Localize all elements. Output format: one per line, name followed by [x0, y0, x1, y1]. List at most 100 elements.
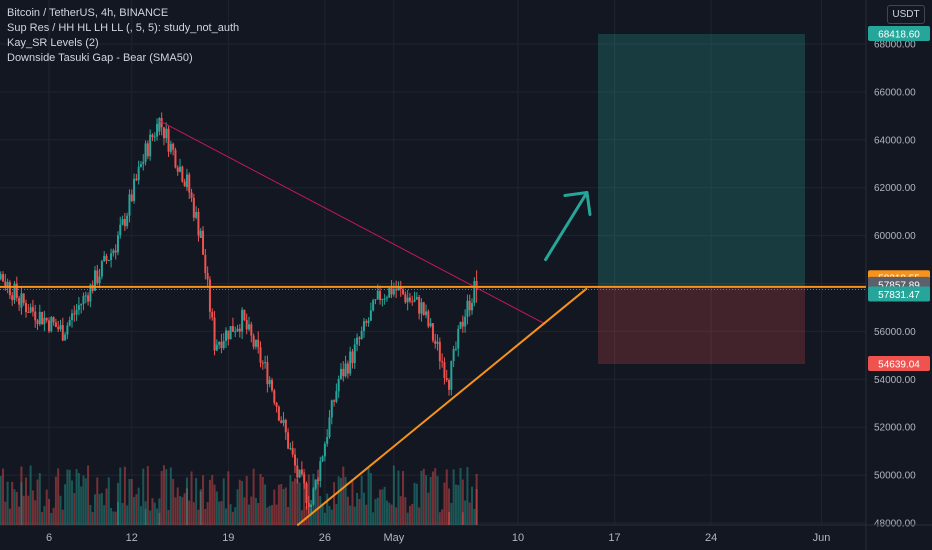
candle-body[interactable] [415, 297, 418, 300]
candle-body[interactable] [427, 311, 430, 327]
candle-body[interactable] [402, 289, 405, 295]
candle-body[interactable] [112, 250, 115, 254]
long-position-stop-zone[interactable] [598, 287, 805, 364]
candle-body[interactable] [45, 317, 48, 321]
candle-body[interactable] [438, 341, 441, 362]
candle-body[interactable] [13, 283, 16, 301]
candle-body[interactable] [192, 197, 195, 218]
candle-body[interactable] [293, 454, 296, 466]
candle-body[interactable] [135, 178, 138, 181]
candle-body[interactable] [245, 320, 248, 330]
candle-body[interactable] [149, 134, 152, 157]
candle-body[interactable] [139, 164, 142, 167]
candle-body[interactable] [167, 128, 170, 152]
candle-body[interactable] [310, 504, 313, 508]
candle-body[interactable] [459, 321, 462, 329]
candle-body[interactable] [275, 402, 278, 407]
candle-body[interactable] [287, 432, 290, 449]
candle-body[interactable] [57, 327, 60, 330]
candle-body[interactable] [121, 219, 124, 225]
candle-body[interactable] [254, 339, 257, 347]
candle-body[interactable] [18, 297, 21, 305]
candle-body[interactable] [225, 330, 228, 341]
candle-body[interactable] [146, 143, 149, 157]
candle-body[interactable] [404, 294, 407, 303]
candle-body[interactable] [305, 483, 308, 503]
candle-body[interactable] [103, 255, 106, 262]
candle-body[interactable] [280, 420, 283, 423]
candle-body[interactable] [365, 321, 368, 323]
candle-body[interactable] [64, 334, 67, 341]
candle-body[interactable] [234, 331, 237, 333]
candle-body[interactable] [199, 230, 202, 238]
candle-body[interactable] [114, 250, 117, 253]
candle-body[interactable] [241, 309, 244, 332]
candle-body[interactable] [307, 502, 310, 508]
candle-body[interactable] [261, 362, 264, 364]
candle-body[interactable] [454, 348, 457, 350]
candle-body[interactable] [68, 320, 71, 326]
candle-body[interactable] [52, 317, 55, 323]
candle-body[interactable] [50, 317, 53, 332]
candle-body[interactable] [303, 474, 306, 484]
candle-body[interactable] [89, 284, 92, 302]
candle-body[interactable] [197, 211, 200, 236]
candle-body[interactable] [142, 161, 145, 165]
candle-body[interactable] [344, 363, 347, 377]
candle-body[interactable] [448, 380, 451, 389]
candle-body[interactable] [468, 300, 471, 311]
candle-body[interactable] [264, 362, 267, 364]
candle-body[interactable] [282, 419, 285, 423]
candle-body[interactable] [31, 307, 34, 312]
candle-body[interactable] [54, 322, 57, 328]
candle-body[interactable] [87, 295, 90, 302]
candle-body[interactable] [374, 299, 377, 301]
candle-body[interactable] [434, 340, 437, 344]
candle-body[interactable] [80, 303, 83, 306]
candle-body[interactable] [335, 391, 338, 402]
candle-body[interactable] [431, 323, 434, 341]
candle-body[interactable] [342, 368, 345, 377]
candle-body[interactable] [353, 344, 356, 364]
candle-body[interactable] [367, 320, 370, 323]
candle-body[interactable] [41, 311, 44, 325]
candle-body[interactable] [420, 302, 423, 314]
descending-trendline[interactable] [159, 120, 546, 325]
candle-body[interactable] [130, 194, 133, 201]
candle-body[interactable] [208, 279, 211, 312]
candle-body[interactable] [6, 282, 9, 287]
candle-body[interactable] [277, 406, 280, 421]
candle-body[interactable] [448, 388, 451, 390]
candle-body[interactable] [96, 270, 99, 284]
candle-body[interactable] [107, 260, 110, 262]
candle-body[interactable] [243, 309, 246, 321]
candle-body[interactable] [273, 390, 276, 403]
candle-body[interactable] [316, 479, 319, 481]
candle-body[interactable] [429, 323, 432, 327]
candle-body[interactable] [123, 219, 126, 227]
candle-body[interactable] [250, 324, 253, 336]
candle-body[interactable] [406, 297, 409, 303]
candle-body[interactable] [215, 344, 218, 351]
candle-body[interactable] [213, 317, 216, 351]
candle-body[interactable] [408, 297, 411, 302]
candle-body[interactable] [466, 300, 469, 317]
candle-body[interactable] [195, 211, 198, 218]
candle-body[interactable] [116, 235, 119, 240]
candle-body[interactable] [204, 254, 207, 274]
candle-body[interactable] [218, 341, 221, 345]
candle-body[interactable] [0, 274, 2, 280]
candle-body[interactable] [59, 325, 62, 330]
candle-body[interactable] [202, 230, 205, 255]
candle-body[interactable] [84, 295, 87, 297]
candle-body[interactable] [183, 181, 186, 187]
candle-body[interactable] [360, 330, 363, 339]
candle-body[interactable] [457, 328, 460, 349]
candle-body[interactable] [153, 136, 156, 138]
candle-body[interactable] [312, 488, 315, 505]
candle-body[interactable] [381, 299, 384, 301]
candle-body[interactable] [229, 326, 232, 340]
candle-body[interactable] [160, 118, 163, 128]
candle-body[interactable] [266, 362, 269, 385]
candle-body[interactable] [271, 379, 274, 391]
